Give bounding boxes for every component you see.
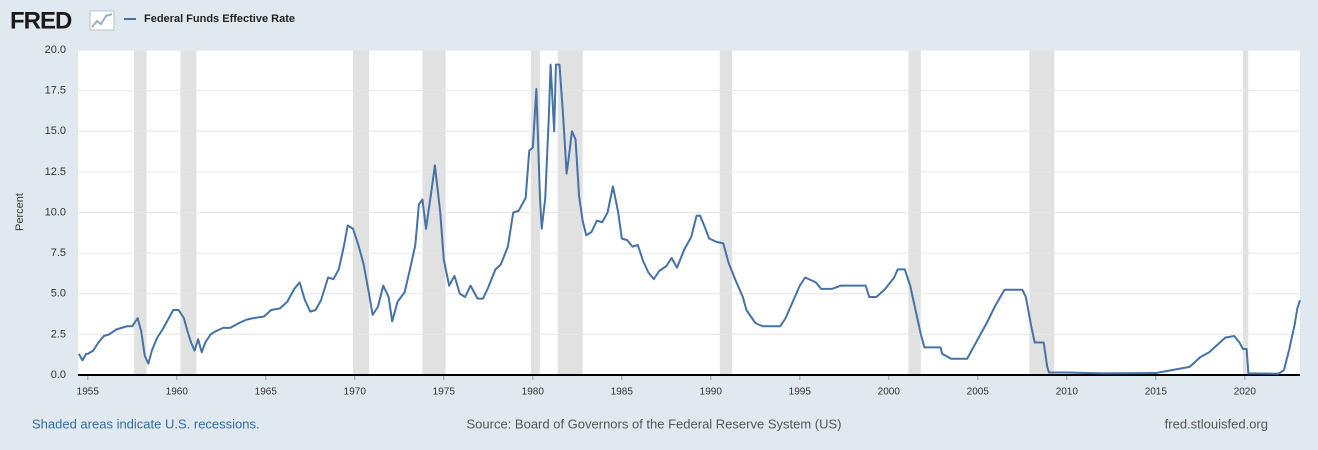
x-tick-label: 1995: [789, 387, 812, 398]
series-line: [78, 63, 1301, 375]
x-tick-label: 1965: [255, 387, 278, 398]
x-tick-label: 1985: [611, 387, 634, 398]
y-tick-label: 7.5: [51, 247, 66, 259]
x-tick-label: 2000: [878, 387, 901, 398]
y-tick-label: 5.0: [51, 288, 66, 300]
x-tick-label: 2005: [967, 387, 990, 398]
x-tick-label: 2010: [1056, 387, 1079, 398]
x-tick-label: 1960: [166, 387, 189, 398]
y-tick-label: 0.0: [51, 369, 66, 381]
logo-icon: [89, 10, 115, 31]
site: fred.stlouisfed.org: [1165, 416, 1268, 431]
x-tick-label: 1955: [77, 387, 100, 398]
y-tick-label: 10.0: [45, 206, 66, 218]
logo: FRED: [10, 7, 72, 34]
x-tick-label: 2015: [1145, 387, 1168, 398]
y-axis-label: Percent: [14, 193, 26, 231]
x-tick-label: 2020: [1234, 387, 1257, 398]
x-tick-label: 1970: [344, 387, 367, 398]
y-tick-label: 12.5: [45, 166, 66, 178]
recession-note: Shaded areas indicate U.S. recessions.: [32, 416, 260, 431]
legend-label: Federal Funds Effective Rate: [144, 13, 295, 25]
y-tick-label: 17.5: [45, 85, 66, 97]
x-tick-label: 1980: [522, 387, 545, 398]
y-tick-label: 15.0: [45, 125, 66, 137]
x-tick-label: 1990: [700, 387, 723, 398]
x-tick-label: 1975: [433, 387, 456, 398]
source: Source: Board of Governors of the Federa…: [467, 416, 842, 431]
y-tick-label: 20.0: [45, 44, 66, 56]
y-tick-label: 2.5: [51, 328, 66, 340]
